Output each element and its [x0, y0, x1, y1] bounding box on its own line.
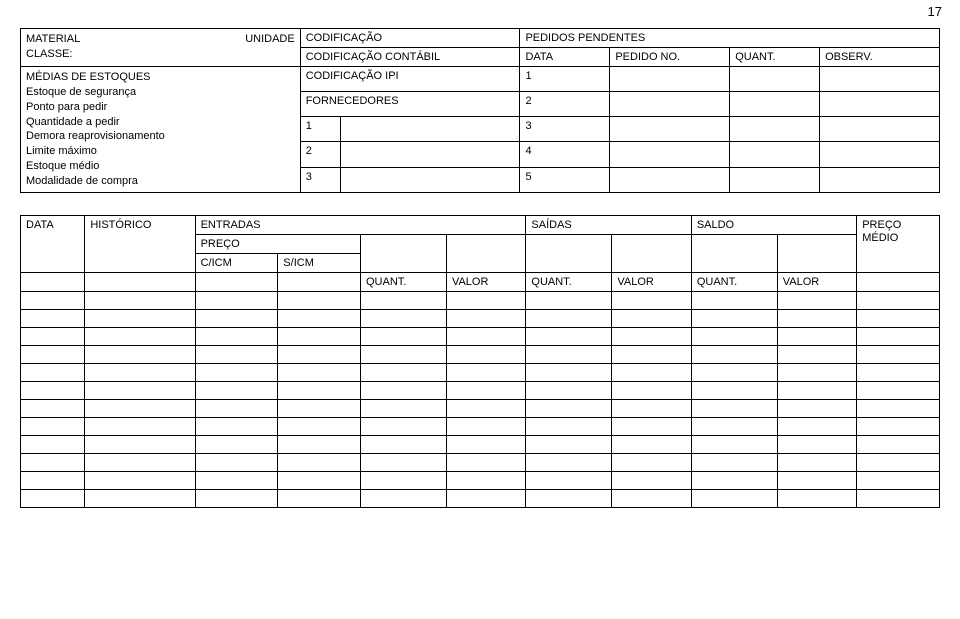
- medias-line-3: Quantidade a pedir: [26, 115, 295, 130]
- col-entradas: ENTRADAS: [195, 215, 526, 234]
- medias-line-7: Modalidade de compra: [26, 174, 295, 189]
- forn-cell: [340, 117, 520, 142]
- pend-num-2: 2: [520, 92, 610, 117]
- pedidos-pendentes-label: PEDIDOS PENDENTES: [520, 29, 940, 48]
- forn-cell: [340, 142, 520, 167]
- col-saidas: SAÍDAS: [526, 215, 691, 234]
- material-label: MATERIAL: [26, 32, 80, 47]
- head-data: DATA: [520, 48, 610, 67]
- forn-num-3: 3: [300, 167, 340, 192]
- medias-estoques-cell: MÉDIAS DE ESTOQUES Estoque de segurança …: [21, 67, 301, 193]
- pend-cell: [820, 117, 940, 142]
- col-saldo-valor: [777, 234, 856, 272]
- forn-cell: [340, 167, 520, 192]
- pend-cell: [610, 167, 730, 192]
- unidade-label: UNIDADE: [245, 32, 295, 47]
- cell: [21, 272, 85, 291]
- head-quant: QUANT.: [730, 48, 820, 67]
- lower-table: DATA HISTÓRICO ENTRADAS SAÍDAS SALDO PRE…: [20, 215, 940, 508]
- pend-cell: [820, 167, 940, 192]
- cell: [195, 272, 278, 291]
- col-saldo: SALDO: [691, 215, 856, 234]
- upper-table: MATERIAL CLASSE: UNIDADE CODIFICAÇÃO PED…: [20, 28, 940, 193]
- col-historico: HISTÓRICO: [85, 215, 195, 272]
- cell: [85, 272, 195, 291]
- medias-line-2: Ponto para pedir: [26, 100, 295, 115]
- pend-num-1: 1: [520, 67, 610, 92]
- classe-label: CLASSE:: [26, 47, 80, 62]
- col-preco-medio: PREÇO MÉDIO: [857, 215, 940, 272]
- cell: [278, 272, 361, 291]
- col-sicm: S/ICM: [278, 253, 361, 272]
- pend-cell: [820, 92, 940, 117]
- col-valor-label: VALOR: [446, 272, 525, 291]
- fornecedores-label: FORNECEDORES: [300, 92, 520, 117]
- col-entradas-valor: [446, 234, 525, 272]
- pend-cell: [730, 117, 820, 142]
- pend-cell: [730, 167, 820, 192]
- col-valor-label: VALOR: [777, 272, 856, 291]
- pend-cell: [610, 117, 730, 142]
- pend-cell: [820, 142, 940, 167]
- col-preco: PREÇO: [195, 234, 360, 253]
- pend-num-5: 5: [520, 167, 610, 192]
- pend-cell: [610, 142, 730, 167]
- col-valor-label: VALOR: [612, 272, 691, 291]
- medias-line-1: Estoque de segurança: [26, 85, 295, 100]
- medias-line-4: Demora reaprovisionamento: [26, 129, 295, 144]
- medias-line-0: MÉDIAS DE ESTOQUES: [26, 70, 295, 85]
- pend-cell: [730, 67, 820, 92]
- pend-cell: [610, 92, 730, 117]
- col-saidas-quant: [526, 234, 612, 272]
- col-quant-label: QUANT.: [691, 272, 777, 291]
- col-data: DATA: [21, 215, 85, 272]
- material-classe-cell: MATERIAL CLASSE: UNIDADE: [21, 29, 301, 67]
- head-observ: OBSERV.: [820, 48, 940, 67]
- page-number: 17: [928, 4, 942, 19]
- forn-num-2: 2: [300, 142, 340, 167]
- medias-line-5: Limite máximo: [26, 144, 295, 159]
- pend-cell: [820, 67, 940, 92]
- col-entradas-quant: [361, 234, 447, 272]
- col-quant-label: QUANT.: [526, 272, 612, 291]
- codificacao-ipi-label: CODIFICAÇÃO IPI: [300, 67, 520, 92]
- pend-num-4: 4: [520, 142, 610, 167]
- col-saldo-quant: [691, 234, 777, 272]
- pend-cell: [730, 142, 820, 167]
- pend-cell: [730, 92, 820, 117]
- col-saidas-valor: [612, 234, 691, 272]
- codificacao-contabil-label: CODIFICAÇÃO CONTÁBIL: [300, 48, 520, 67]
- col-quant-label: QUANT.: [361, 272, 447, 291]
- codificacao-label: CODIFICAÇÃO: [300, 29, 520, 48]
- forn-num-1: 1: [300, 117, 340, 142]
- pend-num-3: 3: [520, 117, 610, 142]
- cell: [857, 272, 940, 291]
- col-cicm: C/ICM: [195, 253, 278, 272]
- page-content: MATERIAL CLASSE: UNIDADE CODIFICAÇÃO PED…: [0, 0, 960, 508]
- pend-cell: [610, 67, 730, 92]
- medias-line-6: Estoque médio: [26, 159, 295, 174]
- head-pedido-no: PEDIDO NO.: [610, 48, 730, 67]
